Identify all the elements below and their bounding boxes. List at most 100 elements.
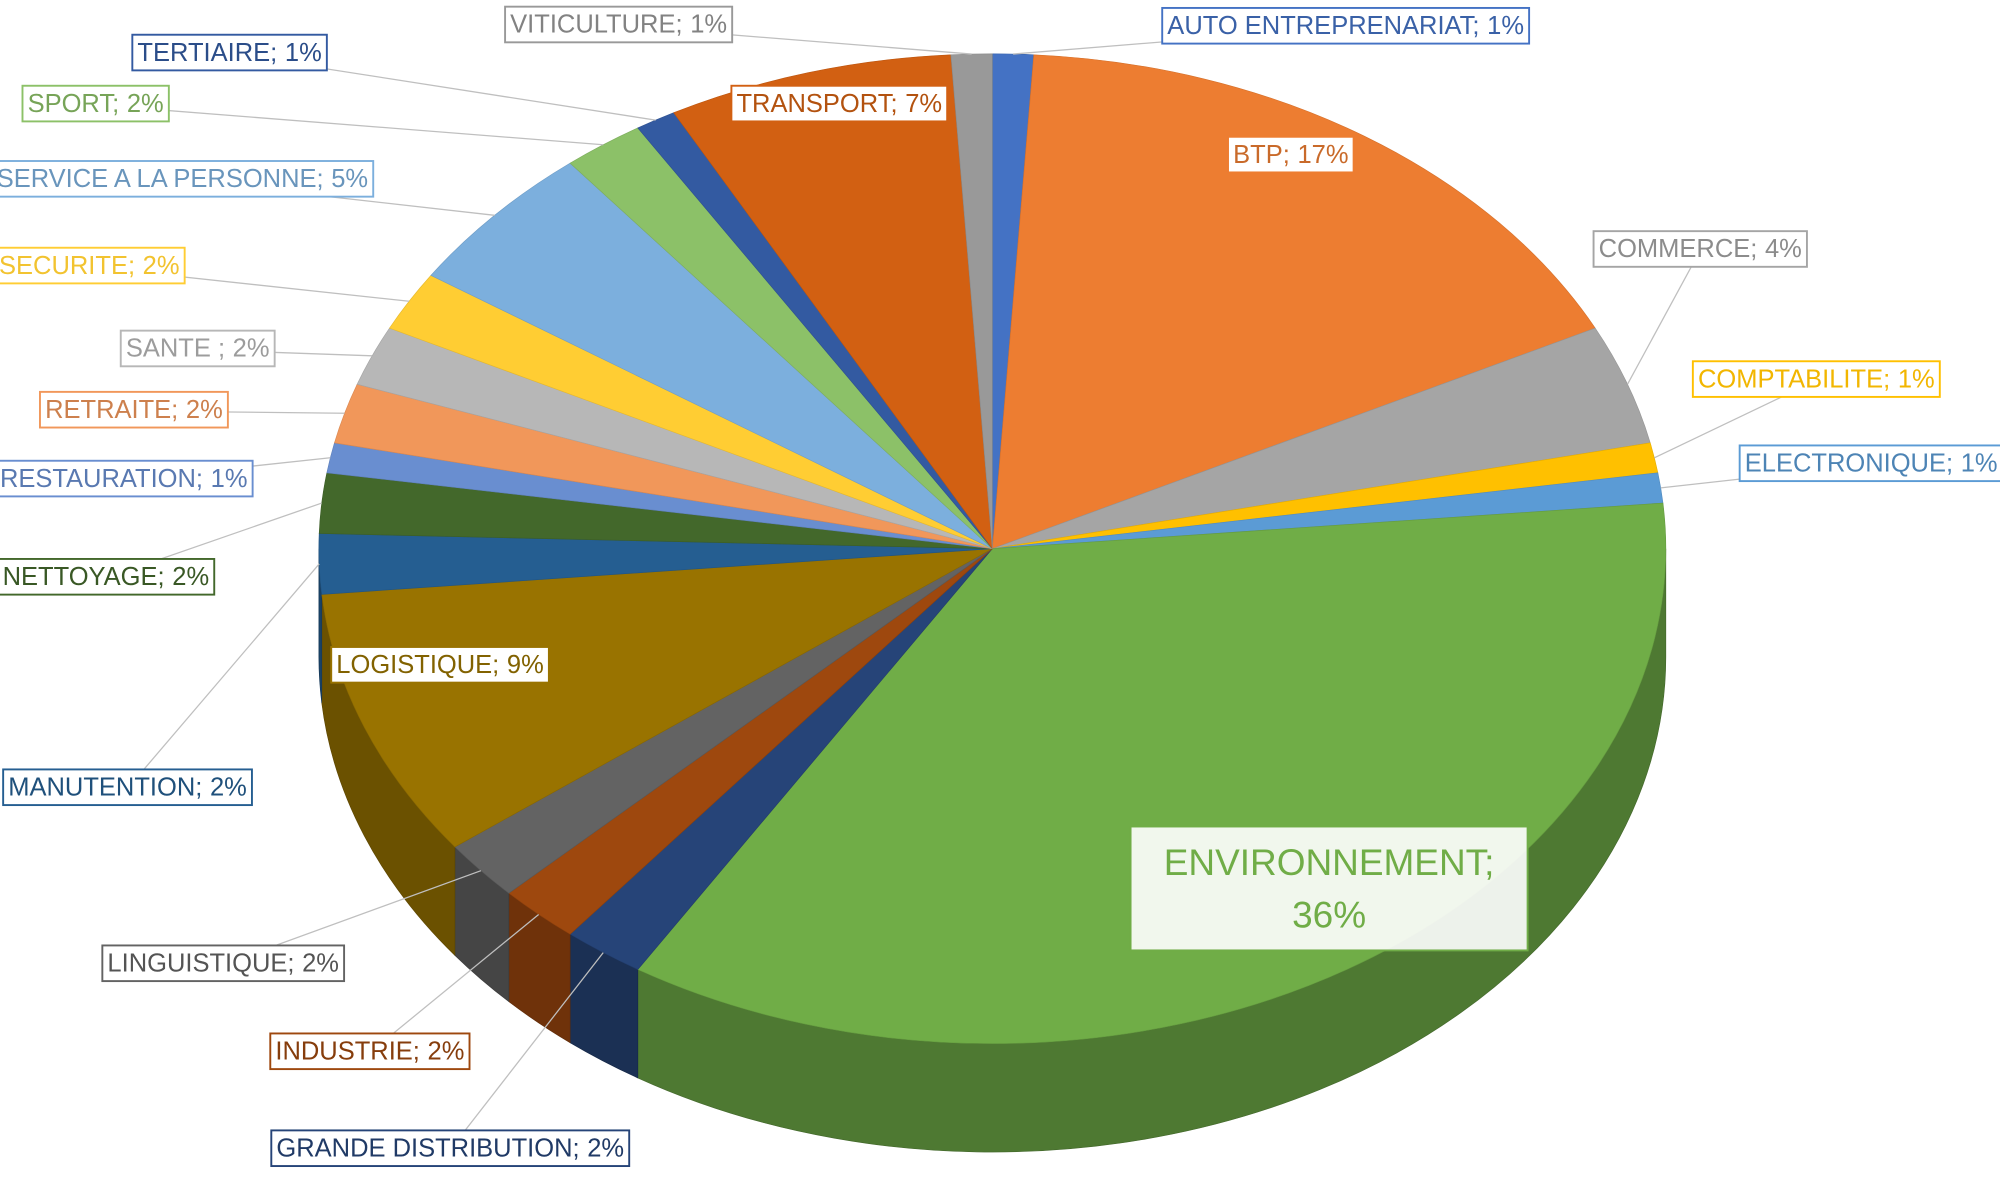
data-label: NETTOYAGE; 2% [0, 558, 216, 596]
label-text: LOGISTIQUE; 9% [336, 651, 543, 679]
label-box [1161, 6, 1531, 45]
label-box [39, 390, 229, 429]
data-label: ENVIRONNEMENT; 36% [1129, 825, 1529, 952]
leader-line [449, 952, 604, 1150]
data-label: AUTO ENTREPRENARIAT; 1% [1161, 6, 1531, 45]
label-text: TRANSPORT; 7% [736, 90, 942, 118]
slice [991, 54, 1596, 550]
label-box [269, 1032, 471, 1071]
label-category: SPORT; [28, 90, 120, 118]
label-category: LINGUISTIQUE; [107, 949, 294, 977]
label-text: COMPTABILITE; 1% [1698, 365, 1935, 393]
label-category: ENVIRONNEMENT; [1164, 842, 1495, 883]
label-text: RETRAITE; 2% [45, 396, 223, 424]
label-category: BTP; [1233, 141, 1290, 169]
label-value: 1% [285, 39, 322, 67]
label-box [504, 5, 734, 44]
data-label: TRANSPORT; 7% [730, 84, 949, 123]
label-text: INDUSTRIE; 2% [275, 1037, 464, 1065]
leader-line [1626, 249, 1701, 385]
label-box [0, 246, 186, 285]
data-label: ELECTRONIQUE; 1% [1738, 444, 2000, 483]
label-box [101, 944, 346, 983]
label-category: SERVICE A LA PERSONNE; [0, 165, 324, 193]
label-category: TRANSPORT; [736, 90, 897, 118]
label-text: LINGUISTIQUE; 2% [107, 949, 339, 977]
label-value: 1% [211, 465, 248, 493]
label-text: MANUTENTION; 2% [8, 773, 247, 801]
label-text: RESTAURATION; 1% [0, 465, 248, 493]
data-label: MANUTENTION; 2% [2, 768, 253, 807]
label-value: 1% [1487, 12, 1524, 40]
leader-lines [89, 25, 1872, 1150]
data-labels: AUTO ENTREPRENARIAT; 1% BTP; 17% COMMERCE; 4%… [0, 5, 2000, 1168]
label-value: 17% [1297, 141, 1348, 169]
label-box [730, 84, 949, 123]
label-text: ELECTRONIQUE; 1% [1745, 449, 1998, 477]
data-label: LINGUISTIQUE; 2% [101, 944, 346, 983]
label-box [1592, 230, 1808, 268]
label-text: ENVIRONNEMENT; 36% [1164, 842, 1495, 935]
label-value: 9% [507, 651, 544, 679]
label-text: GRANDE DISTRIBUTION; 2% [276, 1134, 624, 1162]
label-box [1227, 135, 1355, 174]
data-label: INDUSTRIE; 2% [269, 1032, 471, 1071]
label-text: SERVICE A LA PERSONNE; 5% [0, 165, 368, 193]
label-box [270, 1129, 631, 1168]
data-label: SECURITE; 2% [0, 246, 186, 285]
label-value: 7% [905, 90, 942, 118]
label-category: LOGISTIQUE; [336, 651, 499, 679]
label-value: 2% [210, 773, 247, 801]
data-label: SANTE ; 2% [119, 329, 276, 368]
label-category: AUTO ENTREPRENARIAT; [1167, 12, 1479, 40]
data-label: COMPTABILITE; 1% [1691, 360, 1941, 398]
label-category: NETTOYAGE; [3, 563, 165, 591]
leader-line [369, 913, 540, 1054]
label-category: RESTAURATION; [0, 465, 203, 493]
label-box [0, 558, 216, 596]
label-value: 36% [1292, 894, 1366, 935]
slice [673, 54, 993, 550]
label-value: 1% [690, 10, 727, 38]
label-text: TERTIAIRE; 1% [137, 39, 321, 67]
label-value: 2% [428, 1037, 465, 1065]
data-label: GRANDE DISTRIBUTION; 2% [270, 1129, 631, 1168]
label-value: 2% [302, 949, 339, 977]
label-value: 2% [172, 563, 209, 591]
label-category: COMPTABILITE; [1698, 365, 1890, 393]
label-box [0, 459, 254, 498]
label-category: RETRAITE; [45, 396, 178, 424]
label-box [2, 768, 253, 807]
label-box [330, 646, 550, 684]
label-box [119, 329, 276, 368]
label-category: MANUTENTION; [8, 773, 202, 801]
label-text: VITICULTURE; 1% [510, 10, 727, 38]
data-label: SERVICE A LA PERSONNE; 5% [0, 160, 375, 198]
label-category: ELECTRONIQUE; [1745, 449, 1953, 477]
label-category: VITICULTURE; [510, 10, 682, 38]
slice [321, 548, 993, 848]
label-category: SANTE ; [126, 334, 225, 362]
label-value: 1% [1898, 365, 1935, 393]
label-text: BTP; 17% [1233, 141, 1348, 169]
label-text: AUTO ENTREPRENARIAT; 1% [1167, 12, 1524, 40]
data-label: TERTIAIRE; 1% [131, 33, 328, 72]
data-label: RESTAURATION; 1% [0, 459, 254, 498]
data-label: SPORT; 2% [21, 84, 170, 123]
label-value: 2% [143, 252, 180, 280]
leader-line [95, 104, 604, 146]
label-category: SECURITE; [0, 252, 135, 280]
label-value: 2% [127, 90, 164, 118]
data-label: VITICULTURE; 1% [504, 5, 734, 44]
label-value: 1% [1961, 449, 1998, 477]
label-box [1691, 360, 1941, 398]
label-box [1129, 825, 1529, 952]
data-label: RETRAITE; 2% [39, 390, 229, 429]
label-value: 2% [587, 1134, 624, 1162]
label-category: INDUSTRIE; [275, 1037, 420, 1065]
data-label: BTP; 17% [1227, 135, 1355, 174]
label-box [21, 84, 170, 123]
label-category: TERTIAIRE; [137, 39, 277, 67]
slice [950, 53, 993, 549]
